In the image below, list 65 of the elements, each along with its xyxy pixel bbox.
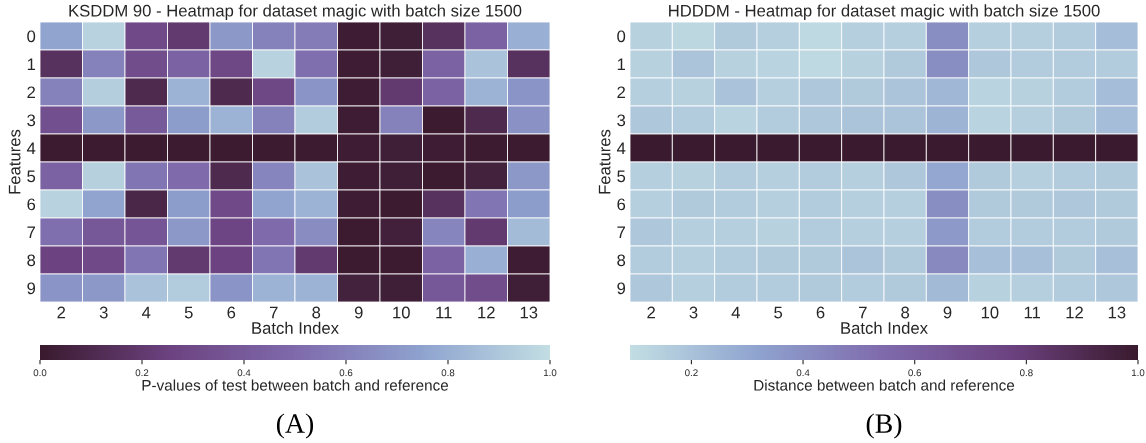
x-tick-label: 8 [312,306,321,319]
x-tick-label: 13 [1108,306,1126,319]
text: (A) [276,413,314,439]
x-tick-label: 6 [816,306,825,319]
y-tick-label: 3 [27,114,36,127]
x-tick-label: 4 [142,306,151,319]
x-tick-label: 11 [436,306,452,319]
x-tick-label: 4 [731,306,740,319]
y-tick-label: 8 [617,254,626,267]
x-tick-label: 12 [1066,306,1083,319]
x-tick-label: 6 [227,306,236,319]
y-tick-label: 1 [27,58,36,71]
x-tick-label: 13 [520,306,538,319]
color-bar-label: 0.2 [685,369,698,377]
color-bar-label: 0.4 [796,369,810,377]
y-tick-label: 6 [617,198,626,211]
y-axis-title: Features [598,129,611,194]
x-tick-label: 9 [943,306,952,319]
color-bar-label: 1.0 [543,369,557,377]
y-tick-label: 9 [617,282,626,295]
x-tick-label: 9 [354,306,363,319]
color-bar-label: 0.6 [339,369,353,377]
y-tick-label: 2 [617,86,625,99]
x-tick-label: 3 [99,306,108,319]
x-tick-label: 5 [774,306,783,319]
color-bar-title: Distance between batch and reference [754,379,1015,391]
color-bar-title: P-values of test between batch and reference [142,379,449,391]
y-axis-title: Features [8,129,21,194]
y-tick-label: 4 [26,142,36,155]
text: (B) [866,413,902,439]
x-axis-title: Batch Index [841,321,928,334]
y-tick-label: 5 [617,170,626,183]
y-tick-label: 7 [27,226,35,239]
x-tick-label: 7 [859,306,867,319]
y-tick-label: 0 [27,30,36,43]
x-tick-label: 10 [393,306,410,319]
x-tick-label: 12 [478,306,495,319]
color-bar-label: 0.6 [908,369,922,377]
y-tick-label: 1 [617,58,626,71]
chart-title: KSDDM 90 - Heatmap for dataset magic with batch size 1500 [69,4,522,20]
x-tick-label: 5 [184,306,193,319]
y-tick-label: 9 [27,282,36,295]
y-tick-label: 4 [616,142,626,155]
color-bar-label: 1.0 [1131,369,1145,377]
x-tick-label: 2 [57,306,66,319]
y-tick-label: 2 [27,86,35,99]
color-bar-label: 0.8 [441,369,455,377]
color-bar-label: 0.4 [237,369,251,377]
y-tick-label: 3 [617,114,626,127]
chart-title: HDDDM - Heatmap for dataset magic with batch size 1500 [669,4,1100,20]
y-tick-label: 8 [27,254,36,267]
color-bar-label: 0.0 [33,369,47,377]
x-axis-title: Batch Index [252,321,339,334]
color-bar-label: 0.8 [1019,369,1033,377]
y-tick-label: 7 [617,226,625,239]
y-tick-label: 5 [27,170,36,183]
color-bar-label: 0.2 [135,369,149,377]
x-tick-label: 11 [1024,306,1041,319]
x-tick-label: 7 [269,306,278,319]
x-tick-label: 2 [647,306,655,319]
x-tick-label: 8 [901,306,910,319]
y-tick-label: 0 [617,30,626,43]
y-tick-label: 6 [27,198,36,211]
x-tick-label: 3 [689,306,698,319]
x-tick-label: 10 [981,306,999,319]
